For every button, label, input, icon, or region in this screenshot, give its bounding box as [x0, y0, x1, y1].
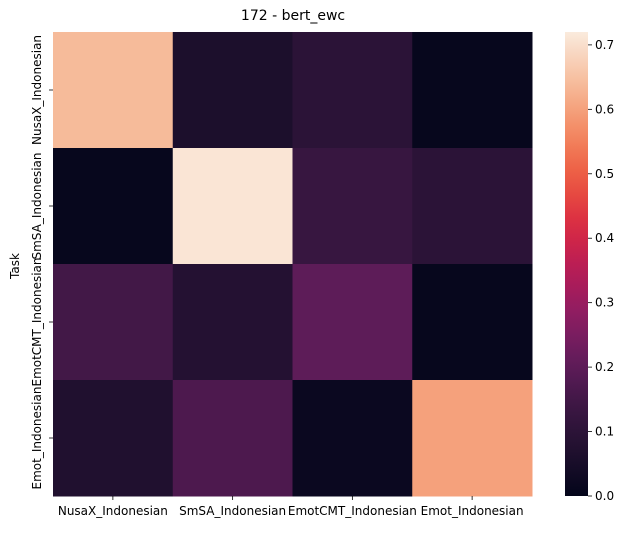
heatmap-cell [292, 264, 413, 381]
heatmap-cell [53, 148, 174, 265]
colorbar-ticks: 0.0 0.1 0.2 0.3 0.4 0.5 0.6 0.7 [588, 38, 614, 503]
heatmap-cell [172, 32, 293, 149]
colorbar-tick-label: 0.7 [595, 38, 614, 52]
heatmap-cell [172, 264, 293, 381]
y-tick-label: Emot_Indonesian [30, 387, 44, 490]
heatmap-cell [412, 380, 533, 497]
heatmap-cell [53, 264, 174, 381]
colorbar-tick-label: 0.1 [595, 425, 614, 439]
y-tick-label: SmSA_Indonesian [30, 153, 44, 260]
x-tick-label: EmotCMT_Indonesian [288, 504, 417, 518]
x-tick-label: SmSA_Indonesian [179, 504, 286, 518]
colorbar: 0.0 0.1 0.2 0.3 0.4 0.5 0.6 0.7 [565, 32, 614, 503]
colorbar-tick-label: 0.4 [595, 231, 614, 245]
heatmap-cell [412, 32, 533, 149]
y-tick-label: NusaX_Indonesian [30, 35, 44, 145]
x-tick-label: Emot_Indonesian [421, 504, 524, 518]
colorbar-tick-label: 0.2 [595, 360, 614, 374]
heatmap-cell [172, 148, 293, 265]
y-tick-labels: NusaX_Indonesian SmSA_IndonesianEmotCMT_I… [30, 35, 53, 490]
x-tick-labels: NusaX_Indonesian SmSA_Indonesian EmotCMT_I… [58, 496, 524, 518]
y-axis-label: Task [8, 253, 22, 280]
heatmap-cell [412, 148, 533, 265]
colorbar-tick-label: 0.5 [595, 167, 614, 181]
heatmap-cell [172, 380, 293, 497]
colorbar-tick-label: 0.0 [595, 489, 614, 503]
heatmap-cells [53, 32, 533, 497]
heatmap-cell [292, 380, 413, 497]
heatmap-cell [412, 264, 533, 381]
colorbar-tick-label: 0.3 [595, 296, 614, 310]
chart-title: 172 - bert_ewc [241, 8, 345, 24]
heatmap-cell [292, 148, 413, 265]
x-tick-label: NusaX_Indonesian [58, 504, 168, 518]
heatmap-cell [292, 32, 413, 149]
colorbar-tick-label: 0.6 [595, 102, 614, 116]
heatmap-cell [53, 32, 174, 149]
heatmap-cell [53, 380, 174, 497]
y-tick-label: EmotCMT_Indonesian [30, 257, 44, 386]
colorbar-gradient [565, 32, 588, 496]
